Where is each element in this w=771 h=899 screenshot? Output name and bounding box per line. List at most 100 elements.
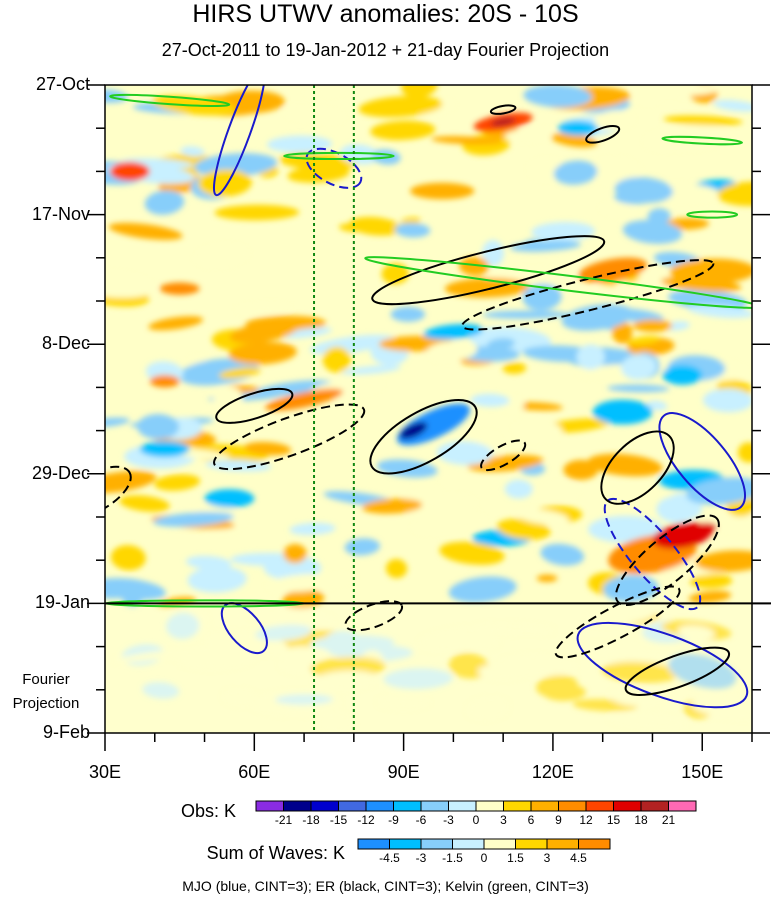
- waves-colorbar: [357, 838, 611, 850]
- colorbar-tick-label: 0: [480, 851, 488, 865]
- field-cell: [287, 165, 350, 183]
- colorbar-tick-label: -12: [357, 813, 375, 827]
- colorbar-box: [558, 800, 587, 812]
- field-cell: [399, 422, 428, 440]
- field-cell: [266, 135, 332, 153]
- field-cell: [139, 441, 190, 458]
- colorbar-box: [640, 800, 669, 812]
- colorbar-box: [483, 838, 516, 850]
- colorbar-tick-label: 3: [500, 813, 507, 827]
- field-cell: [478, 663, 529, 679]
- colorbar-box: [255, 800, 284, 812]
- reference-lines: [313, 85, 355, 733]
- field-cell: [275, 694, 333, 705]
- x-tick-label: 150E: [681, 762, 724, 782]
- colorbar-box: [585, 800, 614, 812]
- er-contour-7: [624, 646, 731, 696]
- obs-colorbar-label: Obs: K: [180, 801, 236, 821]
- field-cell: [185, 555, 232, 570]
- field-cell: [159, 282, 200, 295]
- colorbar-box: [365, 800, 394, 812]
- field-cell: [551, 133, 597, 148]
- er-contour-11: [344, 600, 404, 632]
- field-cell: [178, 358, 259, 386]
- plot-frame: [104, 84, 753, 734]
- field-cell: [517, 509, 569, 525]
- field-cell: [490, 117, 516, 127]
- colorbar-tick-label: 0: [472, 813, 480, 827]
- field-cell: [632, 319, 673, 332]
- field-cell: [660, 276, 742, 292]
- field-cell: [592, 399, 653, 425]
- colorbar-box: [515, 838, 548, 850]
- field-cell: [603, 575, 659, 603]
- colorbar-tick-label: 4.5: [570, 851, 587, 865]
- chart-title: HIRS UTWV anomalies: 20S - 10S: [192, 0, 579, 28]
- field-cell: [621, 354, 657, 380]
- field-cell: [105, 271, 156, 298]
- field-cell: [553, 160, 598, 185]
- colorbar-tick-label: -18: [302, 813, 320, 827]
- field-cell: [109, 162, 150, 181]
- field-cell: [600, 203, 637, 216]
- field-cell: [419, 628, 495, 651]
- field-cell: [534, 483, 579, 500]
- projection-label-line2: Projection: [12, 695, 80, 712]
- y-tick-label: 27-Oct: [35, 74, 90, 94]
- field-cell: [218, 367, 261, 379]
- field-cell: [467, 698, 508, 720]
- field-cell: [737, 442, 752, 463]
- field-cell: [194, 153, 278, 177]
- field-cell: [119, 495, 170, 512]
- field-cell: [677, 625, 715, 640]
- colorbar-box: [578, 838, 611, 850]
- er-contour-9: [585, 125, 621, 144]
- field-cell: [154, 474, 201, 491]
- kelvin-contour-3: [661, 135, 743, 146]
- field-cell: [448, 576, 517, 603]
- colorbar-tick-label: -3: [443, 813, 454, 827]
- anomaly-field: [105, 85, 752, 733]
- field-cell: [198, 169, 252, 197]
- field-cell: [362, 498, 423, 514]
- field-cell: [522, 283, 562, 311]
- colorbar-tick-label: 1.5: [507, 851, 524, 865]
- field-cell: [166, 612, 200, 639]
- x-tick-label: 60E: [238, 762, 271, 782]
- colorbar-tick-label: 12: [579, 813, 593, 827]
- er-contour-13: [480, 439, 527, 472]
- er-contour-10: [554, 585, 681, 659]
- field-cell: [153, 512, 234, 527]
- field-cell: [244, 441, 292, 456]
- wave-contours: [105, 85, 752, 709]
- field-cell: [149, 375, 180, 388]
- obs-colorbar: [255, 800, 697, 812]
- field-cell: [195, 244, 248, 267]
- field-cell: [662, 365, 703, 385]
- field-cell: [439, 541, 505, 565]
- field-cell: [314, 670, 378, 690]
- field-cell: [695, 550, 752, 572]
- field-cell: [647, 400, 668, 411]
- projection-label-line1: Fourier: [22, 671, 70, 688]
- field-cell: [144, 190, 185, 215]
- field-cell: [436, 441, 493, 465]
- y-tick-label: 29-Dec: [31, 462, 90, 483]
- colorbar-tick-label: -21: [274, 813, 293, 827]
- field-cell: [563, 459, 599, 480]
- er-contour-3: [371, 235, 606, 306]
- kelvin-contour-0: [109, 93, 231, 107]
- colorbar-box: [452, 838, 485, 850]
- field-cell: [607, 384, 670, 393]
- colorbar-box: [475, 800, 504, 812]
- er-contour-6: [614, 514, 720, 606]
- field-cell: [279, 646, 329, 659]
- field-cell: [378, 695, 429, 709]
- colorbar-box: [668, 800, 697, 812]
- field-cell: [148, 316, 204, 331]
- field-cell: [668, 289, 747, 311]
- er-contour-1: [213, 403, 366, 471]
- x-tick-label: 30E: [88, 762, 122, 782]
- field-cell: [114, 649, 194, 663]
